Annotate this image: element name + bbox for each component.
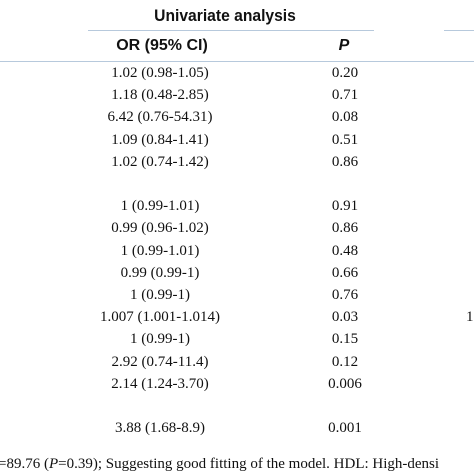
next-column-partial-cell: 1 [466,309,474,326]
table-row: 1.02 (0.74-1.42) 0.86 [0,151,474,173]
or-ci-cell: 2.92 (0.74-11.4) [111,353,209,370]
or-ci-cell: 1 (0.99-1.01) [120,198,200,215]
table-row: 6.42 (0.76-54.31) 0.08 [0,106,474,128]
or-ci-cell: 6.42 (0.76-54.31) [107,109,213,126]
table-row: 0.99 (0.99-1) 0.66 [0,262,474,284]
table-row: 2.92 (0.74-11.4) 0.12 [0,351,474,373]
p-value-cell: 0.08 [331,109,359,126]
p-value-cell: 0.76 [331,287,359,303]
group-header-rule [88,30,374,31]
or-ci-cell: 1.02 (0.98-1.05) [111,65,209,81]
adjacent-group-rule [444,30,474,31]
p-value-cell: 0.66 [331,264,359,281]
or-ci-cell: 1 (0.99-1.01) [120,242,200,259]
table-row: 1.09 (0.84-1.41) 0.51 [0,129,474,151]
column-header-or: OR (95% CI) [116,37,208,54]
p-value-cell: 0.001 [328,420,362,437]
or-ci-cell: 2.14 (1.24-3.70) [111,375,209,392]
table-row: 3.88 (1.68-8.9) 0.001 [0,417,474,439]
footnote-suffix: =0.39); Suggesting good fitting of the m… [58,456,440,472]
table-row: 1 (0.99-1) 0.76 [0,284,474,306]
table-row: 1.18 (0.48-2.85) 0.71 [0,84,474,106]
column-header-rule [0,61,474,62]
footnote-prefix: =89.76 ( [0,456,49,472]
or-ci-cell: 1.007 (1.001-1.014) [100,309,220,326]
table-row [0,395,474,417]
p-value-cell: 0.15 [331,331,359,348]
or-ci-cell: 1.02 (0.74-1.42) [111,153,209,170]
table-row: 1.02 (0.98-1.05) 0.20 [0,62,474,84]
p-value-cell: 0.20 [331,65,359,81]
table-row: 1 (0.99-1.01) 0.48 [0,240,474,262]
or-ci-cell: 1.18 (0.48-2.85) [111,87,209,104]
or-ci-cell: 0.99 (0.99-1) [120,264,200,281]
or-ci-cell: 1.09 (0.84-1.41) [111,131,209,148]
footnote-p-symbol: P [48,456,59,472]
table-row: 2.14 (1.24-3.70) 0.006 [0,373,474,395]
p-value-cell: 0.71 [331,87,359,104]
or-ci-cell: 0.99 (0.96-1.02) [111,220,209,237]
table-row [0,173,474,195]
p-value-cell: 0.86 [331,153,359,170]
p-value-cell: 0.006 [328,375,362,392]
table-row: 1 (0.99-1.01) 0.91 [0,195,474,217]
univariate-analysis-header: Univariate analysis [154,6,296,25]
table-row: 0.99 (0.96-1.02) 0.86 [0,217,474,239]
table-row: 1.007 (1.001-1.014) 0.03 1 [0,306,474,328]
p-value-cell: 0.91 [331,198,359,215]
or-ci-cell: 3.88 (1.68-8.9) [115,420,205,437]
p-value-cell: 0.48 [331,242,359,259]
p-value-cell: 0.86 [331,220,359,237]
or-ci-cell: 1 (0.99-1) [130,287,190,303]
p-value-cell: 0.12 [331,353,359,370]
table-row: 1 (0.99-1) 0.15 [0,328,474,350]
or-ci-cell: 1 (0.99-1) [130,331,190,348]
table-footnote: =89.76 (P=0.39); Suggesting good fitting… [0,455,439,473]
column-header-p: P [338,37,350,54]
p-value-cell: 0.03 [331,309,359,326]
p-value-cell: 0.51 [331,131,359,148]
